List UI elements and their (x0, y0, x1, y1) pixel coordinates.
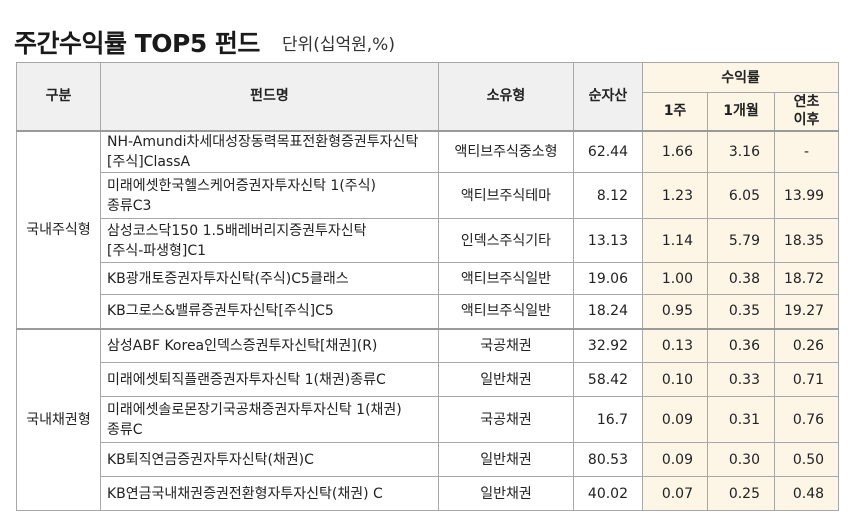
return-ytd-cell: 0.48 (773, 476, 840, 511)
col-header-fund-name: 펀드명 (100, 62, 439, 132)
return-1month-cell: 3.16 (707, 130, 775, 173)
net-assets-cell: 16.7 (573, 396, 643, 443)
return-1month-cell: 0.36 (707, 328, 775, 363)
col-header-1month: 1개월 (707, 92, 775, 132)
net-assets-cell: 19.06 (573, 262, 643, 295)
fund-type-cell: 액티브주식중소형 (438, 130, 574, 173)
table-row: 국내주식형 NH-Amundi차세대성장동력목표전환형증권투자신탁 [주식]Cla… (16, 130, 840, 330)
return-ytd-cell: 0.26 (773, 328, 840, 363)
return-ytd-cell: 13.99 (773, 172, 840, 219)
return-1month-cell: 0.31 (707, 396, 775, 443)
fund-type-cell: 국공채권 (438, 396, 574, 443)
fund-type-cell: 액티브주식테마 (438, 172, 574, 219)
col-header-ytd-line1: 연초 (793, 94, 820, 111)
return-1month-cell: 0.35 (707, 294, 775, 330)
fund-name-line2: 종류C3 (107, 197, 152, 214)
fund-type-cell: 일반채권 (438, 442, 574, 477)
unit-label: 단위(십억원,%) (281, 35, 395, 55)
page-title: 주간수익률 TOP5 펀드 (14, 29, 260, 58)
net-assets-cell: 32.92 (573, 328, 643, 363)
fund-type-cell: 인덱스주식기타 (438, 218, 574, 263)
fund-name-line1: 삼성코스닥150 1.5배레버리지증권투자신탁 (107, 222, 367, 239)
return-1month-cell: 0.33 (707, 362, 775, 397)
net-assets-cell: 58.42 (573, 362, 643, 397)
return-1week-cell: 0.07 (642, 476, 708, 511)
return-1week-cell: 0.10 (642, 362, 708, 397)
return-ytd-cell: 0.71 (773, 362, 840, 397)
fund-name-cell: 미래에셋퇴직플랜증권자투자신탁 1(채권)종류C (100, 362, 439, 397)
table-row: KB그로스&밸류증권투자신탁[주식]C5 액티브주식일반 18.24 0.95 … (17, 294, 840, 330)
fund-type-cell: 국공채권 (438, 328, 574, 363)
fund-name-cell: KB연금국내채권증권전환형자투자신탁(채권) C (100, 476, 439, 511)
return-1week-cell: 0.95 (642, 294, 708, 330)
fund-name-line2: 종류C (107, 421, 143, 438)
table-row: 미래에셋한국헬스케어증권자투자신탁 1(주식) 종류C3 액티브주식테마 8.12… (17, 172, 840, 219)
net-assets-cell: 80.53 (573, 442, 643, 477)
table-row: 미래에셋퇴직플랜증권자투자신탁 1(채권)종류C 일반채권 58.42 0.10… (17, 362, 840, 397)
return-ytd-cell: 0.50 (773, 442, 840, 477)
fund-name-cell: NH-Amundi차세대성장동력목표전환형증권투자신탁 [주식]ClassA (100, 130, 439, 173)
table-row: 미래에셋솔로몬장기국공채증권자투자신탁 1(채권) 종류C 국공채권 16.7 0… (17, 396, 840, 443)
return-1month-cell: 0.25 (707, 476, 775, 511)
fund-name-line2: [주식]ClassA (107, 153, 191, 170)
return-ytd-cell: 18.35 (773, 218, 840, 263)
col-header-1week: 1주 (642, 92, 708, 132)
col-header-returns: 수익률 (641, 62, 840, 93)
return-1week-cell: 0.13 (642, 328, 708, 363)
return-ytd-cell: 18.72 (773, 262, 840, 295)
fund-name-cell: 미래에셋한국헬스케어증권자투자신탁 1(주식) 종류C3 (100, 172, 439, 219)
fund-name-cell: 삼성ABF Korea인덱스증권투자신탁[채권](R) (100, 328, 439, 363)
table-row: 삼성코스닥150 1.5배레버리지증권투자신탁 [주식-파생형]C1 인덱스주식기… (17, 218, 840, 263)
return-ytd-cell: 0.76 (773, 396, 840, 443)
return-1week-cell: 1.00 (642, 262, 708, 295)
return-ytd-cell: - (773, 130, 840, 173)
col-header-category: 구분 (16, 62, 101, 132)
col-header-type: 소유형 (438, 62, 574, 132)
return-1week-cell: 0.09 (642, 396, 708, 443)
fund-name-cell: KB그로스&밸류증권투자신탁[주식]C5 (100, 294, 439, 330)
return-1month-cell: 0.38 (707, 262, 775, 295)
return-1month-cell: 5.79 (707, 218, 775, 263)
col-header-net-assets: 순자산 (573, 62, 643, 132)
return-1week-cell: 1.23 (642, 172, 708, 219)
fund-type-cell: 일반채권 (438, 362, 574, 397)
fund-name-line1: 미래에셋한국헬스케어증권자투자신탁 1(주식) (107, 177, 377, 194)
category-cell-bond: 국내채권형 (16, 328, 101, 511)
net-assets-cell: 18.24 (573, 294, 643, 330)
category-cell-equity: 국내주식형 (16, 130, 101, 330)
table-row: KB퇴직연금증권자투자신탁(채권)C 일반채권 80.53 0.09 0.30 … (17, 442, 840, 477)
fund-returns-table: 구분 펀드명 소유형 순자산 수익률 1주 1개월 연초 이후 국내주식형 NH… (16, 62, 840, 511)
fund-name-cell: 삼성코스닥150 1.5배레버리지증권투자신탁 [주식-파생형]C1 (100, 218, 439, 263)
fund-name-cell: KB퇴직연금증권자투자신탁(채권)C (100, 442, 439, 477)
net-assets-cell: 13.13 (573, 218, 643, 263)
table-row: KB광개토증권자투자신탁(주식)C5클래스 액티브주식일반 19.06 1.00… (17, 262, 840, 295)
page-header: 주간수익률 TOP5 펀드 단위(십억원,%) (14, 26, 395, 58)
fund-type-cell: 액티브주식일반 (438, 294, 574, 330)
return-1week-cell: 0.09 (642, 442, 708, 477)
col-header-ytd-line2: 이후 (793, 112, 820, 129)
return-1month-cell: 6.05 (707, 172, 775, 219)
col-header-ytd: 연초 이후 (773, 92, 840, 132)
return-1month-cell: 0.30 (707, 442, 775, 477)
net-assets-cell: 40.02 (573, 476, 643, 511)
fund-name-line1: NH-Amundi차세대성장동력목표전환형증권투자신탁 (107, 133, 419, 150)
return-1week-cell: 1.14 (642, 218, 708, 263)
table-row: KB연금국내채권증권전환형자투자신탁(채권) C 일반채권 40.02 0.07… (17, 476, 840, 511)
fund-name-line2: [주식-파생형]C1 (107, 242, 207, 259)
return-1week-cell: 1.66 (642, 130, 708, 173)
table-row: 국내채권형 삼성ABF Korea인덱스증권투자신탁[채권](R) 국공채권 3… (16, 328, 840, 511)
fund-name-cell: KB광개토증권자투자신탁(주식)C5클래스 (100, 262, 439, 295)
return-ytd-cell: 19.27 (773, 294, 840, 330)
fund-name-line1: 미래에셋솔로몬장기국공채증권자투자신탁 1(채권) (107, 401, 402, 418)
fund-type-cell: 일반채권 (438, 476, 574, 511)
fund-name-cell: 미래에셋솔로몬장기국공채증권자투자신탁 1(채권) 종류C (100, 396, 439, 443)
net-assets-cell: 62.44 (573, 130, 643, 173)
fund-type-cell: 액티브주식일반 (438, 262, 574, 295)
net-assets-cell: 8.12 (573, 172, 643, 219)
